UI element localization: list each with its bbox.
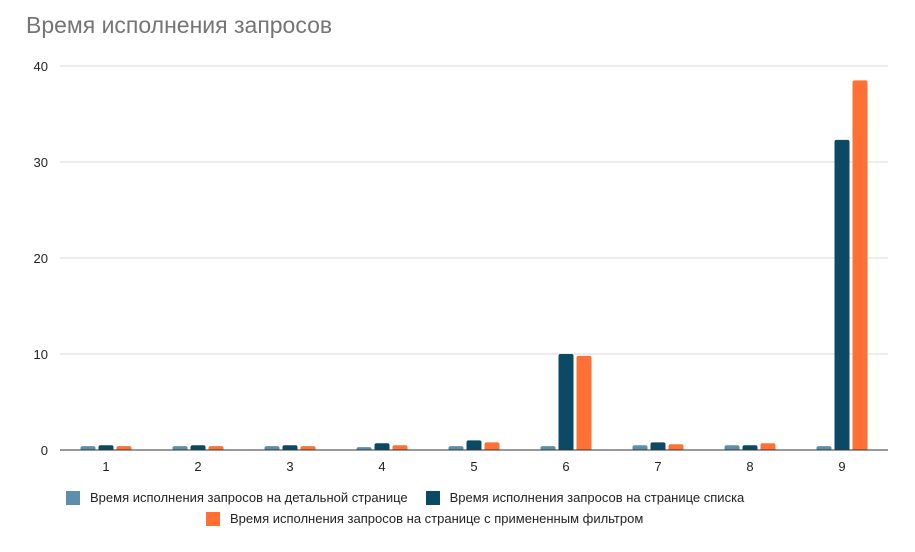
x-tick-label: 2	[194, 459, 201, 474]
bar	[576, 355, 592, 450]
legend-row-1: Время исполнения запросов на детальной с…	[66, 490, 762, 505]
bar	[98, 445, 114, 450]
legend-label-detail: Время исполнения запросов на детальной с…	[90, 490, 408, 505]
bar	[208, 446, 224, 450]
legend-swatch-detail	[66, 490, 80, 505]
bar	[668, 444, 684, 450]
bar	[558, 354, 574, 450]
chart-title: Время исполнения запросов	[26, 12, 333, 38]
x-tick-label: 1	[102, 459, 109, 474]
legend-swatch-filter	[206, 511, 220, 526]
legend-row-2: Время исполнения запросов на странице с …	[206, 511, 661, 526]
legend-item-filter[interactable]: Время исполнения запросов на странице с …	[206, 511, 643, 526]
y-tick-label: 10	[34, 347, 48, 362]
bar	[632, 445, 648, 450]
legend-label-list: Время исполнения запросов на странице сп…	[449, 490, 745, 505]
bar	[742, 445, 758, 450]
bar	[374, 443, 390, 450]
bar	[724, 445, 740, 450]
legend-item-list[interactable]: Время исполнения запросов на странице сп…	[425, 490, 745, 505]
bar	[300, 446, 316, 450]
legend-swatch-list	[425, 490, 440, 505]
bar	[116, 446, 132, 450]
bar	[852, 80, 868, 451]
y-tick-label: 0	[41, 443, 48, 458]
bar	[466, 440, 482, 450]
bar	[172, 446, 188, 450]
bar	[448, 446, 464, 450]
bar	[484, 442, 500, 450]
bar-chart: 0 10 20 30 40 1 2 3 4 5 6 7 8 9	[34, 59, 888, 474]
x-tick-label: 6	[562, 459, 569, 474]
x-tick-label: 5	[470, 459, 477, 474]
bar	[282, 445, 298, 450]
bar	[540, 446, 556, 450]
bar	[356, 447, 372, 450]
x-tick-label: 4	[378, 459, 385, 474]
bar	[834, 139, 850, 451]
y-tick-label: 20	[34, 251, 48, 266]
bar	[816, 446, 832, 450]
x-tick-label: 9	[838, 459, 845, 474]
y-tick-label: 40	[34, 59, 48, 74]
bar	[80, 446, 96, 450]
x-tick-label: 3	[286, 459, 293, 474]
legend-label-filter: Время исполнения запросов на странице с …	[230, 511, 644, 526]
legend-item-detail[interactable]: Время исполнения запросов на детальной с…	[66, 490, 408, 505]
bar	[392, 445, 408, 450]
x-tick-label: 7	[654, 459, 661, 474]
x-tick-label: 8	[746, 459, 753, 474]
bar	[264, 446, 280, 450]
bar	[760, 443, 776, 450]
y-tick-label: 30	[34, 155, 48, 170]
bar	[650, 442, 666, 450]
bar	[190, 445, 206, 450]
